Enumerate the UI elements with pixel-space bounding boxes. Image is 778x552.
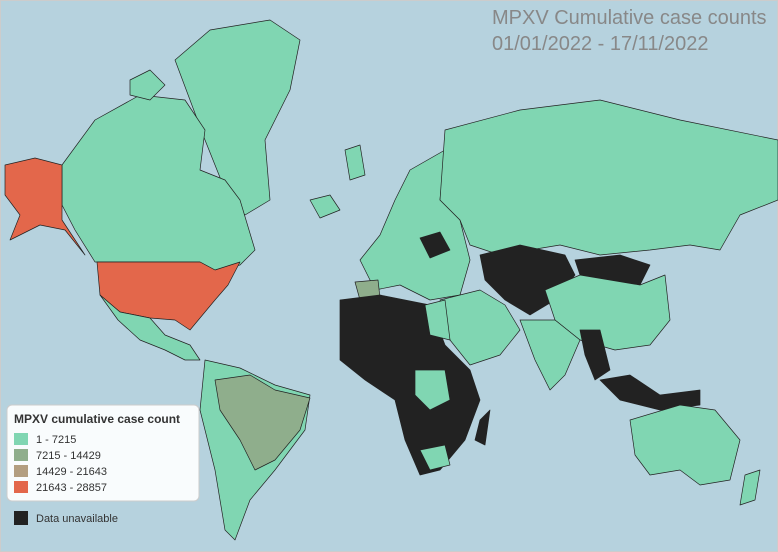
country bbox=[519, 319, 581, 391]
legend-label: 21643 - 28857 bbox=[36, 482, 107, 494]
map-title: MPXV Cumulative case counts bbox=[492, 7, 767, 29]
legend-label: 7215 - 14429 bbox=[36, 450, 101, 462]
legend-swatch bbox=[14, 511, 28, 525]
legend: 1 - 7215 7215 - 14429 14429 - 21643 21643 -… bbox=[14, 433, 118, 525]
country bbox=[214, 374, 311, 471]
country bbox=[419, 444, 451, 471]
legend-swatch bbox=[14, 433, 28, 445]
country bbox=[344, 144, 366, 181]
country bbox=[474, 409, 491, 446]
legend-label: Data unavailable bbox=[36, 513, 118, 525]
country bbox=[579, 329, 611, 381]
legend-title: MPXV cumulative case count bbox=[14, 412, 180, 426]
countries bbox=[4, 19, 778, 541]
country bbox=[4, 157, 86, 256]
legend-swatch bbox=[14, 481, 28, 493]
country bbox=[629, 404, 741, 486]
country bbox=[439, 99, 778, 256]
legend-swatch bbox=[14, 465, 28, 477]
legend-label: 1 - 7215 bbox=[36, 434, 76, 446]
country bbox=[129, 69, 166, 101]
country bbox=[599, 374, 701, 411]
legend-label: 14429 - 21643 bbox=[36, 466, 107, 478]
country bbox=[414, 369, 451, 411]
map-subtitle: 01/01/2022 - 17/11/2022 bbox=[492, 33, 708, 55]
country bbox=[419, 231, 451, 259]
country bbox=[61, 94, 256, 271]
country bbox=[439, 289, 521, 366]
country bbox=[739, 469, 761, 506]
country bbox=[99, 294, 201, 361]
country bbox=[424, 299, 451, 341]
legend-box bbox=[6, 404, 200, 502]
country bbox=[309, 194, 341, 219]
legend-swatch bbox=[14, 449, 28, 461]
